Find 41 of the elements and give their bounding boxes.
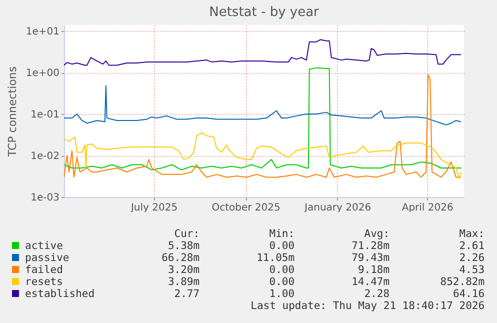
text: 1.00 — [268, 288, 295, 300]
text: 79.43m — [350, 252, 390, 264]
chart-title: Netstat - by year — [209, 5, 320, 20]
text: 64.16 — [452, 288, 485, 300]
line-series — [64, 39, 462, 66]
text: 852.82m — [439, 276, 485, 288]
text: Avg: — [363, 228, 390, 240]
text: Last update: Thu May 21 18:40:17 2026 — [250, 300, 485, 312]
text: Max: — [458, 228, 485, 240]
text: 9.18m — [356, 264, 390, 276]
text: 0.00 — [268, 240, 295, 252]
y-tick-label: 1e-03 — [30, 192, 60, 204]
text: 2.77 — [173, 288, 200, 300]
text: 11.05m — [256, 252, 295, 264]
text: 0.00 — [268, 264, 295, 276]
legend-label: active — [24, 240, 64, 252]
text: Cur: — [173, 228, 200, 240]
text: 2.26 — [458, 252, 485, 264]
line-series — [64, 132, 462, 179]
text: 4.53 — [458, 264, 485, 276]
legend-label: failed — [24, 264, 64, 276]
text: 71.28m — [350, 240, 390, 252]
line-series — [64, 85, 462, 126]
text: 2.61 — [458, 240, 485, 252]
legend-label: established — [24, 288, 96, 300]
legend-label: resets — [24, 276, 64, 288]
legend-label: passive — [24, 252, 70, 264]
x-tick-label: October 2025 — [212, 202, 280, 214]
text: 0.00 — [268, 276, 295, 288]
y-tick-label: 1e-02 — [30, 151, 60, 162]
y-tick-label: 1e+01 — [26, 26, 60, 38]
text: 2.28 — [363, 288, 390, 300]
text: 3.89m — [166, 276, 200, 288]
text: 66.28m — [160, 252, 200, 264]
text: 3.20m — [166, 264, 200, 276]
y-axis-title: TCP connections — [6, 66, 19, 158]
y-tick-label: 1e-01 — [30, 110, 60, 121]
text: Min: — [268, 228, 295, 240]
text: 5.38m — [166, 240, 200, 252]
text: 14.47m — [350, 276, 390, 288]
y-tick-label: 1e+00 — [26, 68, 60, 80]
